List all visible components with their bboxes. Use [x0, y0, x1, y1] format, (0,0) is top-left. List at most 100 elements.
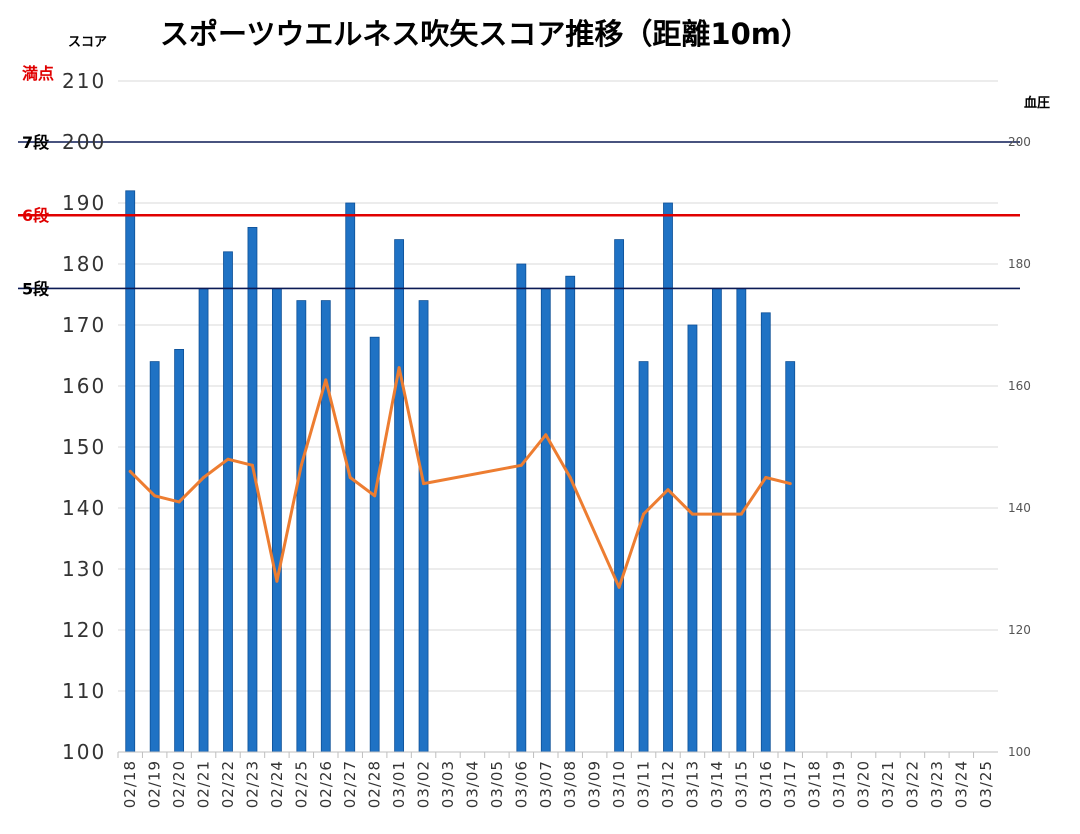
score-bar [149, 361, 160, 753]
blood-pressure-point [250, 463, 254, 467]
y-tick-label: 140 [62, 496, 106, 520]
x-tick-label: 03/16 [757, 760, 775, 808]
blood-pressure-line [128, 366, 792, 589]
x-tick-label: 03/14 [708, 760, 726, 808]
y2-tick-label: 180 [1008, 257, 1031, 271]
x-tick-label: 03/22 [903, 760, 921, 808]
blood-pressure-point [299, 463, 303, 467]
score-bar [394, 239, 405, 753]
score-bar [614, 239, 625, 753]
score-bar [638, 361, 649, 753]
blood-pressure-point [397, 366, 401, 370]
y2-tick-label: 140 [1008, 501, 1031, 515]
blood-pressure-point [275, 579, 279, 583]
score-bar [736, 287, 747, 753]
x-tick-label: 02/20 [170, 760, 188, 808]
x-tick-label: 03/01 [390, 760, 408, 808]
blood-pressure-point [226, 457, 230, 461]
x-tick-label: 03/02 [415, 760, 433, 808]
y-axis-label: スコア [68, 35, 107, 50]
score-bar [516, 263, 527, 753]
blood-pressure-point [153, 494, 157, 498]
blood-pressure-point [764, 476, 768, 479]
x-tick-label: 03/19 [830, 760, 848, 808]
x-tick-label: 03/25 [977, 760, 995, 808]
y2-tick-label: 200 [1008, 135, 1031, 149]
blood-pressure-point [519, 463, 523, 467]
x-tick-label: 03/24 [952, 760, 970, 808]
blood-pressure-point [177, 500, 181, 504]
blood-pressure-point [202, 476, 206, 479]
y-tick-label: 120 [62, 618, 106, 642]
score-bar [711, 287, 722, 753]
y-tick-label: 150 [62, 435, 106, 459]
x-tick-label: 03/11 [635, 760, 653, 808]
x-tick-label: 03/04 [463, 760, 481, 808]
y-tick-label: 160 [62, 374, 106, 398]
x-tick-label: 02/26 [317, 760, 335, 808]
x-tick-label: 03/03 [439, 760, 457, 808]
y-tick-label: 110 [62, 679, 106, 703]
x-tick-label: 02/19 [146, 760, 164, 808]
blood-pressure-point [666, 488, 670, 492]
y2-tick-label: 120 [1008, 623, 1031, 637]
reference-label: 満点 [22, 64, 54, 83]
y-tick-label: 170 [62, 313, 106, 337]
reference-label: 5段 [22, 279, 50, 298]
x-tick-label: 03/15 [732, 760, 750, 808]
x-tick-label: 02/25 [292, 760, 310, 808]
blood-pressure-point [690, 512, 694, 516]
blood-pressure-point [422, 482, 426, 486]
y-tick-label: 200 [62, 130, 106, 154]
blood-pressure-point [348, 476, 352, 479]
blood-pressure-point [788, 482, 792, 486]
blood-pressure-point [617, 585, 621, 589]
x-tick-label: 02/27 [341, 760, 359, 808]
blood-pressure-point [373, 494, 377, 498]
x-tick-label: 03/20 [855, 760, 873, 808]
score-bar [223, 251, 233, 753]
reference-label: 7段 [22, 133, 50, 152]
x-tick-label: 02/24 [268, 760, 286, 808]
x-tick-label: 02/23 [243, 760, 261, 808]
score-bar [198, 287, 209, 753]
score-bar [369, 336, 380, 753]
blood-pressure-point [324, 378, 328, 382]
y-tick-label: 180 [62, 252, 106, 276]
x-tick-label: 03/08 [561, 760, 579, 808]
chart-title: スポーツウエルネス吹矢スコア推移（距離10m） [160, 17, 810, 51]
score-bar [760, 312, 771, 753]
y2-tick-label: 160 [1008, 379, 1031, 393]
score-bar [247, 226, 258, 753]
x-tick-label: 03/07 [537, 760, 555, 808]
score-bar [418, 300, 429, 753]
y2-axis-label: 血圧 [1024, 95, 1050, 111]
x-tick-label: 03/05 [488, 760, 506, 808]
x-tick-label: 03/13 [683, 760, 701, 808]
y-tick-label: 130 [62, 557, 106, 581]
blood-pressure-point [128, 469, 132, 473]
axis-layer: 100 110 120 130 140 150 160 170 180 190 200 210 100 1… [62, 69, 1031, 808]
x-tick-label: 03/06 [512, 760, 530, 808]
x-tick-label: 03/17 [781, 760, 799, 808]
blood-pressure-point [544, 433, 548, 437]
x-tick-label: 03/09 [586, 760, 604, 808]
x-tick-label: 02/21 [195, 760, 213, 808]
y-tick-label: 210 [62, 69, 106, 93]
blood-pressure-point [739, 512, 743, 516]
score-bar [271, 287, 282, 753]
score-bar [687, 324, 698, 753]
x-tick-label: 02/28 [366, 760, 384, 808]
blood-pressure-point [642, 512, 646, 516]
reference-label: 6段 [22, 206, 50, 225]
x-tick-label: 03/18 [806, 760, 824, 808]
x-tick-label: 03/12 [659, 760, 677, 808]
x-tick-label: 03/21 [879, 760, 897, 808]
score-bar [296, 300, 307, 753]
y2-tick-label: 100 [1008, 745, 1031, 759]
score-bar [540, 287, 551, 753]
x-tick-label: 02/18 [121, 760, 139, 808]
y-tick-label: 100 [62, 740, 106, 764]
